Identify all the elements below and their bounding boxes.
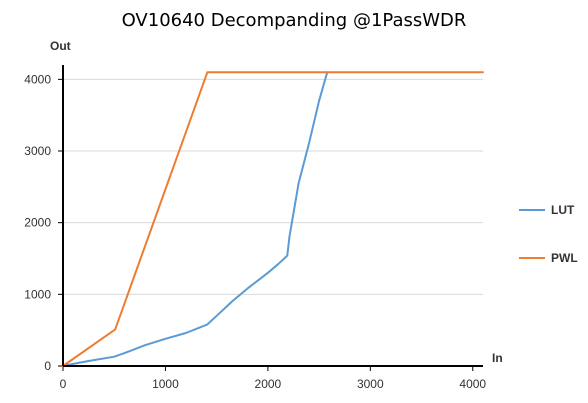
y-tick-label: 3000 [24, 144, 51, 158]
x-axis-label: In [492, 351, 503, 365]
y-tick-label: 0 [44, 359, 51, 373]
series-line-lut [62, 71, 329, 367]
series-line-pwl [62, 71, 484, 367]
x-tick-labels: 0 1000 2000 3000 4000 [60, 366, 486, 391]
y-axis-label: Out [50, 39, 71, 53]
series-lines [62, 71, 484, 367]
x-tick-label: 4000 [459, 377, 486, 391]
gridlines [63, 78, 483, 295]
x-tick-label: 2000 [255, 377, 282, 391]
legend: LUT PWL [519, 203, 578, 265]
chart-title: OV10640 Decompanding @1PassWDR [122, 10, 467, 31]
legend-label-lut: LUT [551, 203, 575, 217]
x-tick-label: 3000 [357, 377, 384, 391]
y-tick-label: 2000 [24, 216, 51, 230]
x-tick-label: 0 [60, 377, 67, 391]
y-tick-labels: 0 1000 2000 3000 4000 [24, 72, 63, 373]
legend-label-pwl: PWL [551, 251, 578, 265]
y-tick-label: 1000 [24, 287, 51, 301]
x-tick-label: 1000 [152, 377, 179, 391]
y-tick-label: 4000 [24, 72, 51, 86]
